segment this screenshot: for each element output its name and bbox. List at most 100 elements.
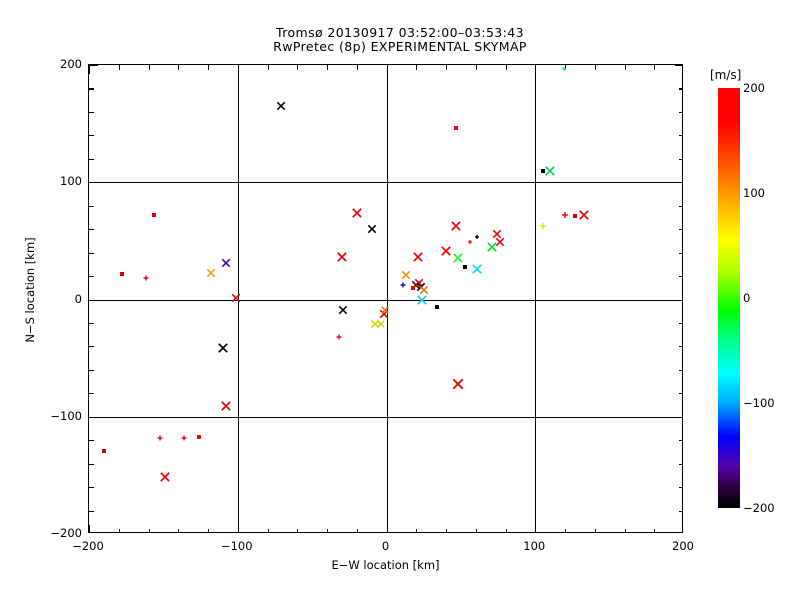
- y-axis-tick: [89, 88, 94, 90]
- x-axis-tick: [594, 65, 596, 70]
- data-point: [218, 342, 228, 353]
- data-point: [451, 220, 462, 231]
- data-point: [206, 268, 216, 277]
- x-axis-tick: [446, 65, 448, 70]
- y-axis-tick: [89, 487, 94, 489]
- x-axis-tick: [356, 529, 358, 532]
- y-axis-tick: [679, 111, 682, 113]
- x-axis-tick: [148, 65, 150, 70]
- y-axis-tick: [89, 65, 98, 67]
- data-point: [545, 165, 555, 176]
- x-axis-tick: [237, 65, 239, 74]
- title-line-1: Tromsø 20130917 03:52:00–03:53:43: [276, 25, 524, 40]
- x-axis-tick: [118, 529, 120, 532]
- data-point: [160, 471, 170, 482]
- y-axis-tick: [89, 111, 94, 113]
- data-point: [152, 213, 157, 218]
- y-axis-tick: [679, 88, 682, 90]
- data-point: [157, 435, 163, 441]
- y-axis-tick: [679, 276, 682, 278]
- x-axis-tick: [624, 529, 626, 532]
- colorbar-tick-label: 0: [743, 291, 751, 305]
- colorbar-title: [m/s]: [710, 68, 742, 82]
- x-axis-tick: [297, 529, 299, 532]
- y-axis-tick: [89, 510, 94, 512]
- data-point: [472, 264, 483, 274]
- gridline-horizontal: [89, 182, 682, 184]
- x-axis-tick: [505, 65, 507, 70]
- data-point: [197, 434, 202, 439]
- y-axis-tick: [679, 369, 682, 371]
- x-axis-tick: [505, 529, 507, 532]
- x-axis-tick: [356, 65, 358, 70]
- y-axis-tick: [679, 158, 682, 160]
- x-axis-tick: [565, 529, 567, 532]
- data-point: [579, 210, 590, 220]
- figure-title: Tromsø 20130917 03:52:00–03:53:43 RwPret…: [0, 26, 800, 54]
- data-point: [435, 304, 440, 309]
- x-axis-tick: [475, 65, 477, 70]
- x-axis-tick: [89, 525, 91, 532]
- x-axis-tick: [594, 529, 596, 532]
- x-axis-tick: [475, 529, 477, 532]
- x-axis-tick: [386, 65, 388, 74]
- x-axis-tick: [297, 65, 299, 70]
- title-line-2: RwPretec (8p) EXPERIMENTAL SKYMAP: [273, 39, 527, 54]
- data-point: [475, 235, 480, 240]
- y-axis-tick: [89, 463, 94, 465]
- x-axis-tick: [208, 529, 210, 532]
- y-axis-tick: [89, 135, 94, 137]
- data-point: [495, 237, 504, 247]
- data-point: [339, 305, 348, 315]
- data-point: [143, 275, 149, 281]
- data-point: [367, 224, 376, 234]
- colorbar-tick-label: 200: [743, 81, 765, 95]
- x-axis-tick: [327, 529, 329, 532]
- colorbar-tick-label: 100: [743, 186, 765, 200]
- data-point: [463, 264, 468, 269]
- y-axis-tick: [89, 346, 94, 348]
- y-axis-tick-label: 0: [74, 291, 82, 306]
- y-axis-tick: [679, 135, 682, 137]
- gridline-vertical: [237, 65, 239, 532]
- y-axis-tick: [679, 393, 682, 395]
- y-axis-tick: [89, 205, 94, 207]
- data-point: [412, 252, 423, 263]
- data-point: [221, 401, 231, 411]
- data-point: [370, 319, 379, 329]
- data-point: [381, 306, 389, 314]
- y-axis-tick: [679, 252, 682, 254]
- x-axis-tick-label: 0: [381, 539, 390, 553]
- x-axis-tick: [178, 529, 180, 532]
- data-point: [401, 270, 411, 280]
- y-axis-tick: [89, 158, 94, 160]
- y-axis-tick: [679, 322, 682, 325]
- data-point: [454, 126, 459, 131]
- data-point: [181, 435, 187, 441]
- data-point: [441, 246, 451, 257]
- data-point: [573, 214, 578, 219]
- data-point: [221, 258, 231, 268]
- x-axis-tick: [118, 65, 120, 70]
- x-axis-tick: [416, 65, 418, 70]
- y-axis-tick: [675, 416, 682, 418]
- x-axis-tick: [565, 65, 567, 70]
- x-axis-tick: [327, 65, 329, 70]
- y-axis-tick: [89, 416, 98, 418]
- colorbar-tick-label: −100: [743, 396, 775, 410]
- gridline-vertical: [386, 65, 388, 532]
- x-axis-tick: [208, 65, 210, 70]
- x-axis-tick: [237, 525, 239, 532]
- y-axis-tick: [89, 393, 94, 395]
- x-axis-tick: [89, 65, 91, 74]
- data-point: [417, 294, 427, 305]
- y-axis-tick: [679, 205, 682, 207]
- y-axis-tick: [675, 299, 682, 301]
- data-point: [419, 285, 428, 295]
- y-axis-title: N−S location [km]: [23, 237, 37, 343]
- y-axis-tick: [89, 252, 94, 254]
- x-axis-tick: [654, 529, 656, 532]
- data-point: [101, 448, 106, 453]
- y-axis-tick: [89, 299, 98, 301]
